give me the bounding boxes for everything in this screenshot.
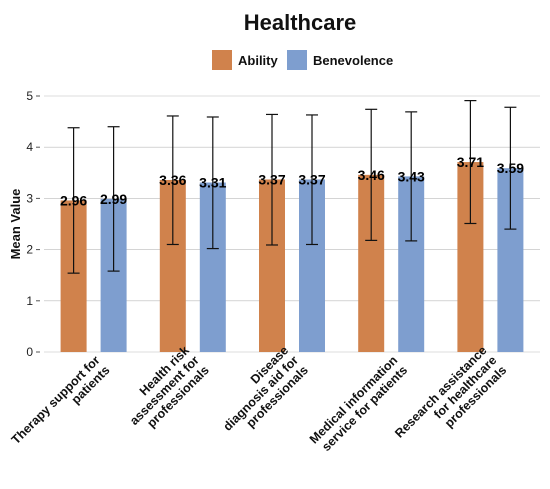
- grid-lines: [44, 95, 540, 353]
- x-category-label-line: service for patients: [319, 363, 410, 454]
- data-label-benevolence: 3.31: [199, 175, 226, 191]
- y-tick-label: 5: [26, 89, 33, 103]
- chart-title: Healthcare: [244, 10, 357, 35]
- data-label-benevolence: 3.37: [298, 171, 325, 187]
- x-category-label: Research assistancefor healthcareprofess…: [392, 343, 509, 460]
- error-bars: [67, 100, 517, 274]
- y-tick-label: 2: [26, 243, 33, 257]
- x-category-label: Health riskassessment forprofessionals: [117, 343, 212, 438]
- legend: Ability Benevolence: [212, 50, 393, 70]
- x-category-label: Diseasediagnosis aid forprofessionals: [211, 343, 312, 444]
- y-axis-title: Mean Value: [8, 189, 23, 260]
- y-axis: 0 1 2 3 4 5: [26, 89, 40, 359]
- data-label-ability: 2.96: [60, 192, 87, 208]
- y-tick-label: 1: [26, 294, 33, 308]
- y-tick-label: 0: [26, 345, 33, 359]
- data-label-ability: 3.36: [159, 172, 186, 188]
- category-labels: Therapy support forpatients Health riskas…: [9, 343, 510, 460]
- x-category-label-line: Therapy support for: [9, 353, 103, 447]
- x-category-label-line: Medical information: [307, 353, 400, 446]
- data-labels: 2.96 2.99 3.36 3.31 3.37 3.37 3.46 3.43 3.71 3.59: [60, 154, 524, 208]
- legend-label-benevolence: Benevolence: [313, 53, 393, 68]
- legend-label-ability: Ability: [238, 53, 278, 68]
- data-label-ability: 3.71: [457, 154, 484, 170]
- x-category-label: Therapy support forpatients: [9, 353, 113, 457]
- y-tick-label: 4: [26, 140, 33, 154]
- data-label-ability: 3.37: [258, 171, 285, 187]
- data-label-benevolence: 3.43: [398, 168, 425, 184]
- data-label-benevolence: 3.59: [497, 160, 524, 176]
- y-tick-label: 3: [26, 191, 33, 205]
- x-category-label: Medical informationservice for patients: [307, 353, 410, 456]
- data-label-benevolence: 2.99: [100, 191, 127, 207]
- bars: [60, 162, 524, 352]
- legend-swatch-benevolence: [287, 50, 307, 70]
- legend-swatch-ability: [212, 50, 232, 70]
- data-label-ability: 3.46: [358, 167, 385, 183]
